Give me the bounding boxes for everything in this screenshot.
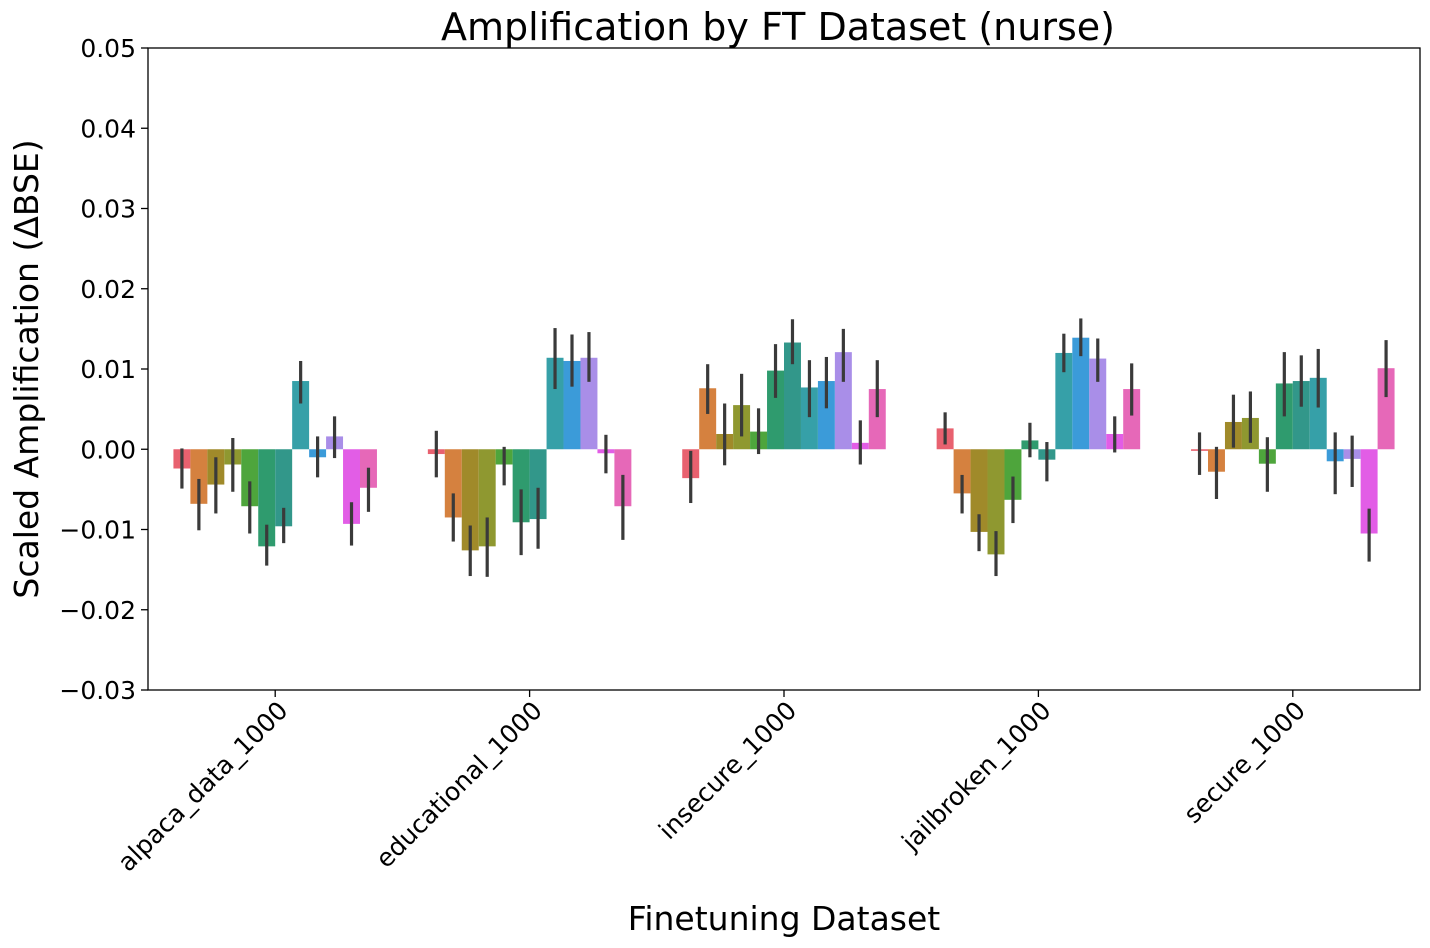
y-tick-label: −0.02 bbox=[59, 596, 136, 625]
bar bbox=[546, 357, 564, 450]
bar bbox=[343, 449, 360, 524]
bar bbox=[1123, 389, 1141, 450]
chart-title: Amplification by FT Dataset (nurse) bbox=[441, 5, 1115, 49]
bar bbox=[868, 389, 886, 450]
bar bbox=[784, 342, 801, 450]
x-tick-label: insecure_1000 bbox=[653, 696, 802, 845]
y-tick-label: 0.04 bbox=[80, 114, 136, 143]
bar bbox=[1292, 381, 1310, 450]
bar bbox=[580, 357, 598, 450]
bar bbox=[800, 387, 818, 450]
y-tick-label: 0.03 bbox=[80, 195, 136, 224]
x-tick-label: jailbroken_1000 bbox=[895, 696, 1056, 857]
y-tick-label: 0.01 bbox=[80, 355, 136, 384]
bar bbox=[529, 449, 547, 520]
y-axis-label: Scaled Amplification (ΔBSE) bbox=[7, 139, 46, 598]
bar bbox=[987, 449, 1005, 555]
bar bbox=[461, 449, 479, 551]
bar bbox=[953, 449, 971, 494]
bar bbox=[444, 449, 462, 518]
bar bbox=[1089, 358, 1107, 450]
y-tick-label: −0.03 bbox=[59, 676, 136, 705]
bar bbox=[512, 449, 530, 523]
error-bars-layer bbox=[180, 318, 1388, 577]
bar bbox=[1377, 368, 1395, 450]
bar bbox=[1360, 449, 1378, 534]
y-axis: −0.03 −0.02 −0.01 0.00 0.01 0.02 0.03 0.04 0.05 bbox=[59, 34, 148, 705]
bar bbox=[1004, 449, 1022, 500]
y-tick-label: 0.05 bbox=[80, 34, 136, 63]
bar bbox=[190, 449, 208, 504]
bar bbox=[970, 449, 988, 532]
plot-frame bbox=[147, 47, 1421, 691]
bar bbox=[1072, 337, 1090, 450]
bar bbox=[1309, 377, 1327, 450]
x-tick-label: alpaca_data_1000 bbox=[112, 696, 293, 877]
bars-layer bbox=[173, 337, 1395, 555]
x-tick-label: educational_1000 bbox=[370, 696, 548, 874]
bar bbox=[1055, 352, 1073, 450]
bar bbox=[834, 352, 852, 450]
bar bbox=[292, 381, 310, 450]
bar bbox=[563, 360, 581, 450]
y-tick-label: −0.01 bbox=[59, 516, 136, 545]
bar bbox=[478, 449, 496, 547]
x-axis-label: Finetuning Dataset bbox=[628, 899, 941, 938]
x-axis: alpaca_data_1000 educational_1000 insecure… bbox=[112, 690, 1311, 877]
bar bbox=[241, 449, 259, 507]
bar bbox=[699, 388, 717, 450]
y-tick-label: 0.00 bbox=[80, 435, 136, 464]
bar bbox=[767, 370, 784, 450]
x-tick-label: secure_1000 bbox=[1178, 696, 1311, 829]
bar bbox=[258, 449, 276, 547]
y-tick-label: 0.02 bbox=[80, 275, 136, 304]
bar bbox=[817, 381, 835, 450]
bar bbox=[275, 449, 293, 527]
